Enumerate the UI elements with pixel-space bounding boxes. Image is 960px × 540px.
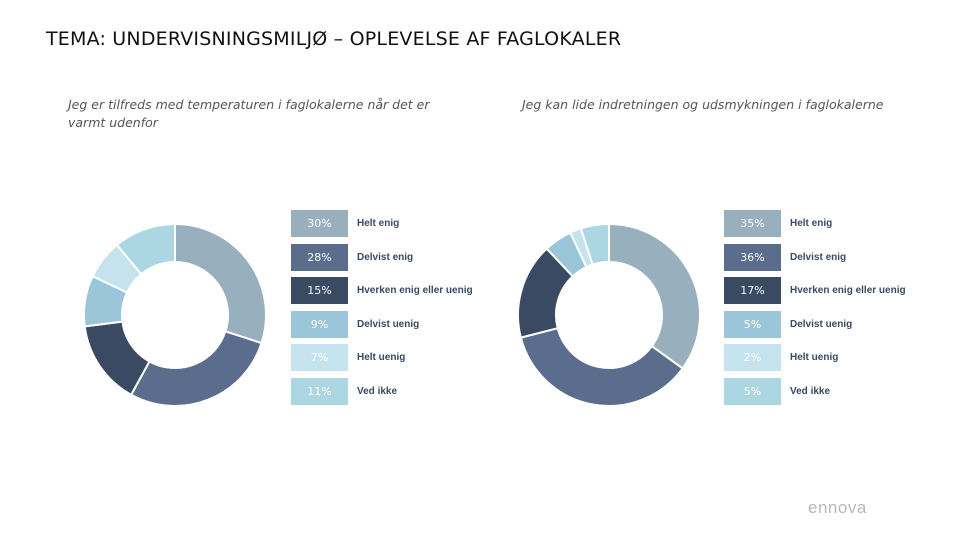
legend-value-box: 7% [291,344,348,371]
legend-value-box: 5% [724,377,781,405]
legend-label: Ved ikke [357,385,398,397]
legend-label: Helt uenig [357,352,406,363]
legend-chart-2: 35% Helt enig 36% Delvist enig 17% Hverken en… [724,210,960,411]
chart-1-title: Jeg er tilfreds med temperaturen i faglo… [68,97,430,130]
legend-row: 5% Delvist uenig [724,310,960,338]
donut-slice-2-1 [608,222,701,370]
legend-row: 17% Hverken enig eller uenig [724,277,960,304]
legend-label: Hverken enig eller uenig [357,285,473,296]
legend-chart-1: 30% Helt enig 28% Delvist enig 15% Hverken en… [291,210,531,411]
donut-slice-2-2 [519,326,685,407]
donut-slice-1-6 [115,222,176,276]
legend-row: 28% Delvist enig [291,243,531,271]
legend-label: Helt enig [357,218,400,229]
legend-label: Helt uenig [790,352,839,363]
legend-row: 11% Ved ikke [291,377,531,405]
legend-row: 36% Delvist enig [724,243,960,271]
legend-label: Helt enig [790,218,833,229]
legend-label: Hverken enig eller uenig [790,285,906,296]
donut-chart-1 [83,222,267,407]
legend-row: 15% Hverken enig eller uenig [291,277,531,304]
page-title: TEMA: UNDERVISNINGSMILJØ – OPLEVELSE AF … [46,28,622,50]
legend-row: 30% Helt enig [291,210,531,237]
legend-row: 2% Helt uenig [724,344,960,371]
legend-row: 35% Helt enig [724,210,960,237]
legend-value-box: 9% [291,310,348,338]
legend-row: 5% Ved ikke [724,377,960,405]
legend-value-box: 11% [291,377,348,405]
legend-row: 9% Delvist uenig [291,310,531,338]
chart-2-title: Jeg kan lide indretningen og udsmykninge… [522,97,884,112]
legend-value-box: 30% [291,210,348,237]
donut-chart-2 [517,222,701,407]
legend-value-box: 17% [724,277,781,304]
legend-label: Delvist enig [790,251,847,263]
donut-slice-2-6 [579,222,610,266]
legend-value-box: 35% [724,210,781,237]
legend-label: Delvist uenig [790,318,853,330]
legend-row: 7% Helt uenig [291,344,531,371]
donut-slice-1-2 [129,330,263,407]
donut-slice-1-1 [174,222,267,345]
legend-value-box: 5% [724,310,781,338]
ennova-logo: ennova [808,498,867,517]
legend-label: Delvist enig [357,251,414,263]
legend-value-box: 36% [724,243,781,271]
legend-value-box: 2% [724,344,781,371]
legend-label: Delvist uenig [357,318,420,330]
legend-label: Ved ikke [790,385,831,397]
legend-value-box: 28% [291,243,348,271]
legend-value-box: 15% [291,277,348,304]
